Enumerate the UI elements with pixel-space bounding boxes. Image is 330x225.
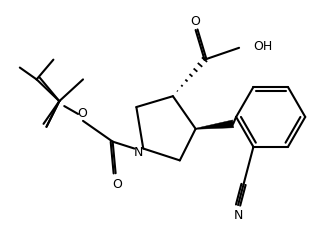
Polygon shape — [196, 120, 234, 130]
Text: O: O — [77, 107, 87, 120]
Text: O: O — [113, 177, 122, 190]
Text: O: O — [191, 15, 201, 27]
Text: N: N — [233, 209, 243, 221]
Text: OH: OH — [253, 40, 272, 53]
Text: N: N — [134, 145, 143, 158]
